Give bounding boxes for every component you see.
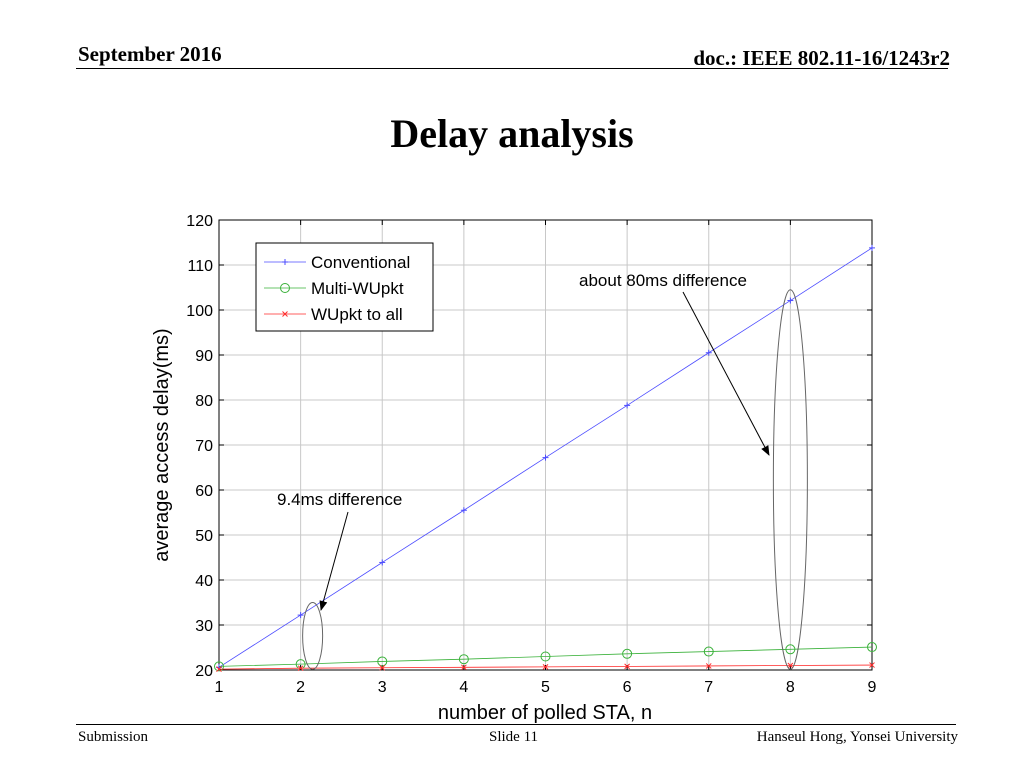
difference-ellipse-n8 — [772, 289, 808, 670]
header-date: September 2016 — [78, 42, 222, 66]
marker-stroke — [297, 665, 304, 672]
legend-label: Conventional — [311, 253, 410, 272]
series-line-multi-wupkt — [218, 646, 873, 667]
x-tick-label: 9 — [868, 679, 877, 696]
x-tick-label: 7 — [704, 679, 713, 696]
data-point-conventional — [542, 454, 549, 461]
x-tick-label: 2 — [296, 679, 305, 696]
data-point-wupkt-to-all — [461, 664, 467, 671]
data-point-conventional — [624, 402, 631, 409]
data-point-multi-wupkt — [377, 656, 388, 667]
data-point-wupkt-to-all — [869, 662, 875, 668]
annotation-arrow-9-4ms — [319, 511, 349, 611]
x-tick-label: 3 — [378, 679, 387, 696]
header-doc-id: doc.: IEEE 802.11-16/1243r2 — [693, 46, 950, 70]
annotations: 9.4ms difference about 80ms difference — [277, 271, 808, 670]
y-tick-label: 20 — [195, 663, 213, 680]
x-axis-label: number of polled STA, n — [438, 702, 652, 724]
annotation-80ms: about 80ms difference — [579, 271, 747, 290]
legend-label: Multi-WUpkt — [311, 279, 404, 298]
x-tick-label: 4 — [459, 679, 468, 696]
axis-ticks: 1 2 3 4 5 6 7 8 9 20 30 40 50 60 70 80 90 100 110 120 — [186, 213, 876, 696]
marker-stroke — [542, 663, 549, 670]
footer-submission: Submission — [78, 729, 149, 745]
y-tick-label: 70 — [195, 438, 213, 455]
data-point-multi-wupkt — [214, 661, 224, 672]
marker-stroke — [787, 662, 794, 669]
legend-label: WUpkt to all — [311, 305, 403, 324]
data-point-wupkt-to-all — [216, 666, 222, 672]
marker-stroke — [216, 666, 222, 672]
x-tick-label: 1 — [215, 679, 224, 696]
legend-item-wupkt-to-all: WUpkt to all — [264, 305, 403, 324]
y-tick-label: 30 — [195, 618, 213, 635]
y-tick-label: 40 — [195, 573, 213, 590]
data-point-multi-wupkt — [785, 644, 796, 655]
data-point-multi-wupkt — [540, 651, 551, 662]
legend-item-conventional: Conventional — [264, 253, 410, 272]
marker-stroke — [869, 662, 875, 668]
y-tick-label: 50 — [195, 528, 213, 545]
footer-slide-number: Slide 11 — [489, 729, 539, 745]
y-tick-label: 90 — [195, 348, 213, 365]
marker-stroke — [624, 663, 630, 670]
x-tick-label: 8 — [786, 679, 795, 696]
data-point-multi-wupkt — [867, 642, 877, 653]
data-point-conventional — [297, 612, 304, 619]
marker-stroke — [379, 664, 386, 671]
data-point-conventional — [705, 349, 712, 356]
series — [214, 244, 877, 672]
data-point-wupkt-to-all — [379, 664, 386, 671]
annotation-arrow-80ms — [682, 291, 770, 456]
y-tick-label: 120 — [186, 213, 213, 230]
legend-swatch-marker — [282, 311, 288, 317]
y-tick-label: 100 — [186, 303, 213, 320]
data-point-multi-wupkt — [622, 648, 633, 659]
y-tick-label: 110 — [187, 258, 213, 275]
slide-title: Delay analysis — [390, 111, 634, 156]
x-tick-label: 5 — [541, 679, 550, 696]
series-multi-wupkt — [214, 642, 877, 672]
legend-box — [255, 242, 434, 332]
y-tick-label: 80 — [195, 393, 213, 410]
legend: Conventional Multi-WUpkt WUpkt to all — [255, 242, 434, 332]
data-point-conventional — [787, 297, 794, 304]
data-point-wupkt-to-all — [705, 663, 712, 669]
data-point-conventional — [869, 244, 875, 251]
y-axis-label: average access delay(ms) — [151, 328, 173, 561]
legend-item-multi-wupkt: Multi-WUpkt — [264, 279, 404, 298]
data-point-wupkt-to-all — [624, 663, 630, 670]
data-point-wupkt-to-all — [787, 662, 794, 669]
data-point-multi-wupkt — [458, 654, 469, 665]
footer-author: Hanseul Hong, Yonsei University — [756, 729, 958, 745]
header-divider — [76, 68, 948, 69]
data-point-wupkt-to-all — [297, 665, 304, 672]
marker-stroke — [461, 664, 467, 671]
footer-divider — [76, 724, 956, 725]
y-tick-label: 60 — [195, 483, 213, 500]
x-tick-label: 6 — [623, 679, 632, 696]
legend-swatch-marker — [280, 283, 290, 293]
data-point-multi-wupkt — [703, 646, 714, 657]
marker-stroke — [282, 311, 288, 317]
series-conventional — [216, 244, 875, 671]
annotation-9-4ms: 9.4ms difference — [277, 490, 402, 509]
data-point-wupkt-to-all — [542, 663, 549, 670]
difference-ellipse-n2 — [302, 602, 324, 670]
legend-swatch-marker — [282, 259, 288, 265]
marker-stroke — [705, 663, 712, 669]
data-point-conventional — [460, 507, 467, 514]
data-point-conventional — [379, 559, 386, 566]
series-wupkt-to-all — [216, 662, 875, 672]
